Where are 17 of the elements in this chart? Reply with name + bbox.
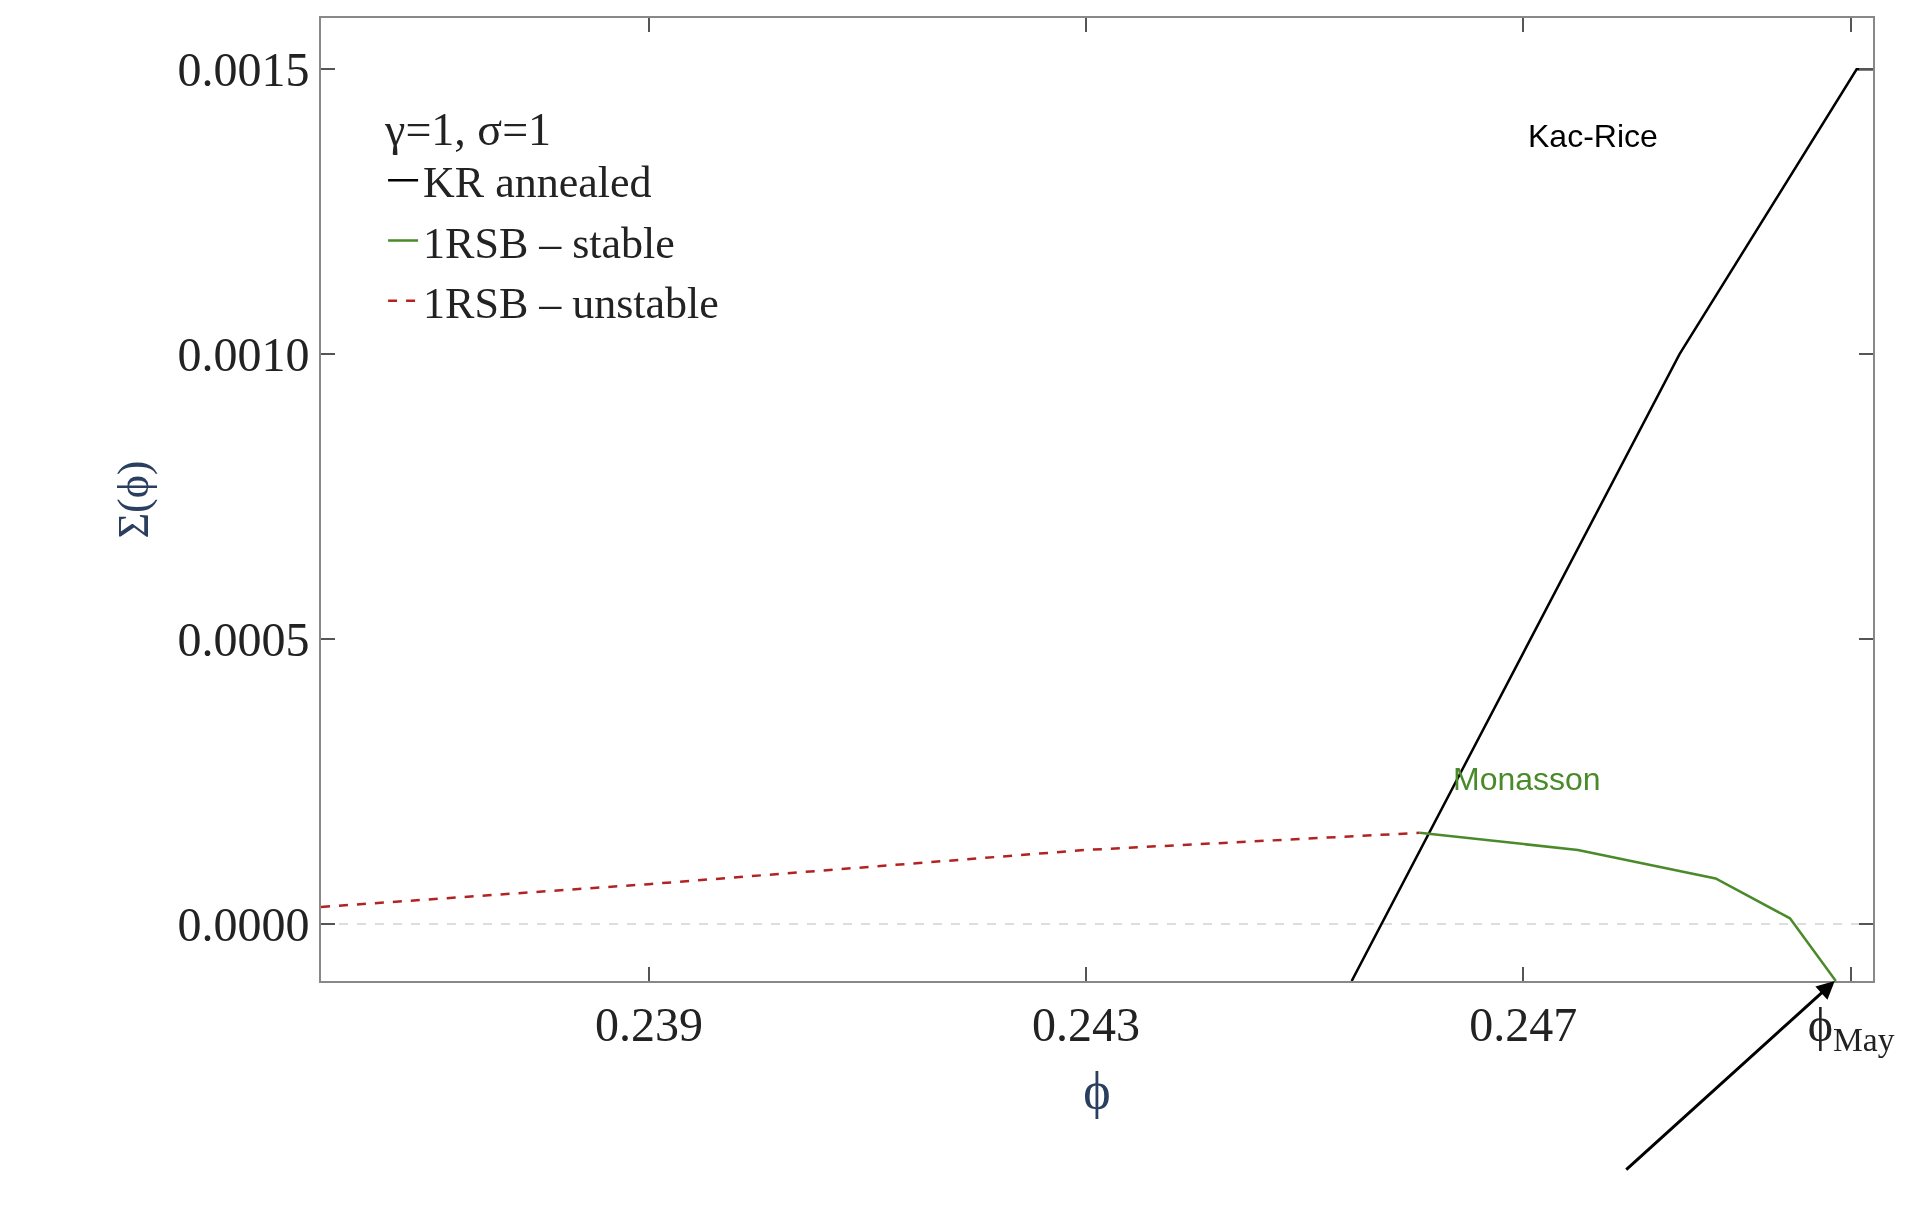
x-tick-label: 0.247 [1469,997,1578,1051]
annotation: Kac-Rice [1528,118,1658,154]
x-tick-label: 0.243 [1032,997,1141,1051]
legend-label: 1RSB – unstable [423,278,719,328]
line-series [321,831,1421,909]
legend-label: KR annealed [423,158,652,208]
y-tick-label: 0.0015 [177,43,310,97]
y-axis-title: Σ(ϕ) [109,460,158,539]
x-axis-title: ϕ [1083,1062,1111,1120]
x-tick-label: 0.239 [594,997,703,1051]
annotation: Monasson [1453,761,1601,797]
y-tick-label: 0.0010 [177,328,310,381]
y-tick-label: 0.0000 [177,897,310,951]
x-tick-label: ϕ$_{May}$ [1807,997,1895,1058]
legend-title: γ=1, σ=1 [384,104,552,156]
legend-label: 1RSB – stable [423,218,675,268]
y-tick-label: 0.0005 [177,612,310,666]
